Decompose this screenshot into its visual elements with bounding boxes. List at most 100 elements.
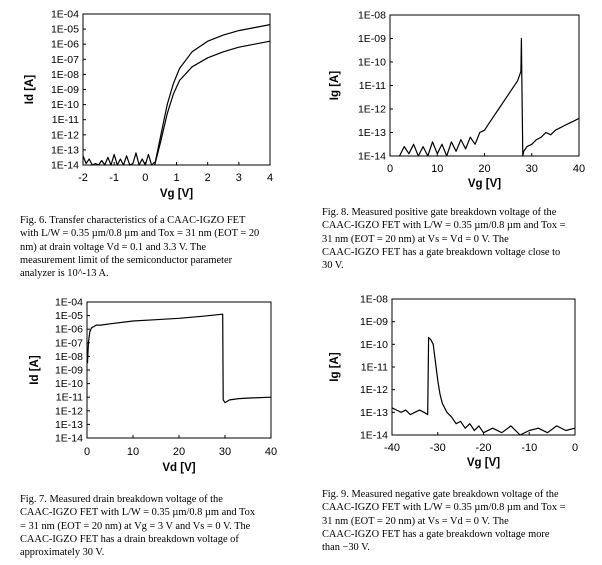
caption-line: CAAC-IGZO FET with L/W = 0.35 µm/0.8 µm … [322,502,566,514]
figure-8-caption: Fig. 8. Measured positive gate breakdown… [322,206,590,272]
caption-line: with L/W = 0.35 µm/0.8 µm and Tox = 31 n… [20,228,260,240]
x-tick-label: 0 [142,172,148,184]
x-axis-title: Vg [V] [160,188,193,200]
x-tick-label: -20 [476,442,492,454]
caption-line: analyzer is 10^-13 A. [20,268,109,280]
caption-line: = 31 nm (EOT = 20 nm) at Vg = 3 V and Vs… [20,520,251,532]
x-tick-label: 10 [431,163,443,175]
figure-9-chart: 1E-08 1E-09 1E-10 1E-11 1E-12 1E-13 1E-14 -40 -3… [310,288,602,488]
y-tick-label: 1E-14 [360,430,388,442]
y-tick-label: 1E-05 [55,310,83,322]
y-tick-label: 1E-06 [55,324,83,336]
plot-frame [391,298,576,436]
x-tick-label: 4 [267,172,273,184]
y-tick-label: 1E-10 [358,57,386,69]
x-tick-label: -30 [430,442,446,454]
y-tick-label: 1E-07 [51,54,79,66]
y-tick-label: 1E-05 [51,24,79,36]
y-tick-label: 1E-13 [51,144,79,156]
series-line-id [86,313,272,404]
figure-6-chart: 1E-04 1E-05 1E-06 1E-07 1E-08 1E-09 1E-10 1E-11… [0,0,300,210]
x-tick-label: 3 [236,172,242,184]
x-axis-title: Vd [V] [162,462,195,474]
y-tick-label: 1E-13 [360,407,388,419]
x-tick-label: -40 [384,442,400,454]
series-line-vd-3-3-v [154,24,271,166]
y-axis-title: Id [A] [29,355,41,385]
y-tick-label: 1E-08 [358,10,386,22]
x-tick-label: 0 [572,442,578,454]
x-tick-label: 40 [573,163,585,175]
caption-line: Fig. 6. Transfer characteristics of a CA… [20,215,246,226]
figure-7-caption: Fig. 7. Measured drain breakdown voltage… [20,493,284,559]
plot-frame [86,301,272,439]
y-tick-label: 1E-10 [55,378,83,390]
y-tick-label: 1E-12 [360,384,388,396]
y-tick-label: 1E-12 [358,104,386,116]
caption-line: 30 V. [322,260,344,272]
y-tick-label: 1E-11 [52,114,79,126]
fig8-svg: 1E-08 1E-09 1E-10 1E-11 1E-12 1E-13 1E-140 10 20… [329,10,585,191]
x-tick-label: -2 [78,172,88,184]
plot-frame [82,13,271,166]
y-tick-label: 1E-10 [360,339,388,351]
y-axis-title: Id [A] [24,75,36,105]
y-tick-label: 1E-11 [359,80,386,92]
x-tick-label: 30 [219,446,231,458]
caption-line: measurement limit of the semiconductor p… [20,254,233,266]
x-axis-title: Vg [V] [468,178,501,190]
series-line-vd-0-1-v [154,40,271,166]
series-line-ig [398,37,580,157]
caption-line: than −30 V. [322,542,370,554]
x-tick-label: 1 [173,172,179,184]
x-tick-label: 30 [526,163,538,175]
y-tick-label: 1E-12 [55,405,83,417]
y-tick-label: 1E-13 [358,127,386,139]
x-tick-label: 10 [127,446,139,458]
x-tick-label: 0 [387,163,393,175]
y-tick-label: 1E-08 [51,69,79,81]
figure-9-caption: Fig. 9. Measured negative gate breakdown… [322,488,590,554]
caption-line: CAAC-IGZO FET has a gate breakdown volta… [322,246,561,258]
x-tick-label: 20 [173,446,185,458]
caption-line: CAAC-IGZO FET has a gate breakdown volta… [322,528,550,540]
y-tick-label: 1E-09 [358,33,386,45]
y-tick-label: 1E-14 [51,160,79,172]
x-tick-label: -10 [521,442,537,454]
x-axis-title: Vg [V] [467,457,500,469]
caption-line: 31 nm (EOT = 20 nm) at Vs = Vd = 0 V. Th… [322,515,509,527]
caption-line: approximately 30 V. [20,547,105,559]
x-tick-label: 40 [265,446,277,458]
y-tick-label: 1E-14 [358,151,386,163]
caption-line: CAAC-IGZO FET with L/W = 0.35 µm/0.8 µm … [322,220,566,232]
y-tick-label: 1E-07 [55,337,83,349]
fig9-svg: 1E-08 1E-09 1E-10 1E-11 1E-12 1E-13 1E-14-40 -3… [329,294,578,470]
y-tick-label: 1E-09 [51,84,79,96]
caption-line: 31 nm (EOT = 20 nm) at Vs = Vd = 0 V. Th… [322,233,509,245]
series-line-noise [82,152,156,166]
y-tick-label: 1E-10 [51,99,79,111]
y-tick-label: 1E-09 [360,316,388,328]
figure-6-caption: Fig. 6. Transfer characteristics of a CA… [20,214,284,280]
x-tick-label: -1 [109,172,119,184]
caption-line: nm) at drain voltage Vd = 0.1 and 3.3 V.… [20,241,207,253]
y-tick-label: 1E-11 [361,362,388,374]
y-axis-title: Ig [A] [329,352,341,382]
y-tick-label: 1E-04 [51,9,79,21]
series-line-ig [391,336,576,436]
caption-line: Fig. 8. Measured positive gate breakdown… [322,207,557,218]
y-tick-label: 1E-08 [360,294,388,306]
caption-line: Fig. 9. Measured negative gate breakdown… [322,489,559,500]
y-tick-label: 1E-11 [56,392,83,404]
y-tick-label: 1E-14 [55,433,83,445]
caption-line: CAAC-IGZO FET has a drain breakdown volt… [20,533,239,545]
fig6-svg: 1E-04 1E-05 1E-06 1E-07 1E-08 1E-09 1E-10 1E-11… [24,9,273,201]
y-tick-label: 1E-04 [55,297,83,309]
y-tick-label: 1E-06 [51,39,79,51]
figure-7-chart: 1E-04 1E-05 1E-06 1E-07 1E-08 1E-09 1E-10 1E-11… [0,288,300,488]
y-tick-label: 1E-13 [55,419,83,431]
x-tick-label: 2 [205,172,211,184]
caption-line: CAAC-IGZO FET with L/W = 0.35 µm/0.8 µm … [20,507,256,519]
y-tick-label: 1E-09 [55,365,83,377]
caption-line: Fig. 7. Measured drain breakdown voltage… [20,494,223,505]
